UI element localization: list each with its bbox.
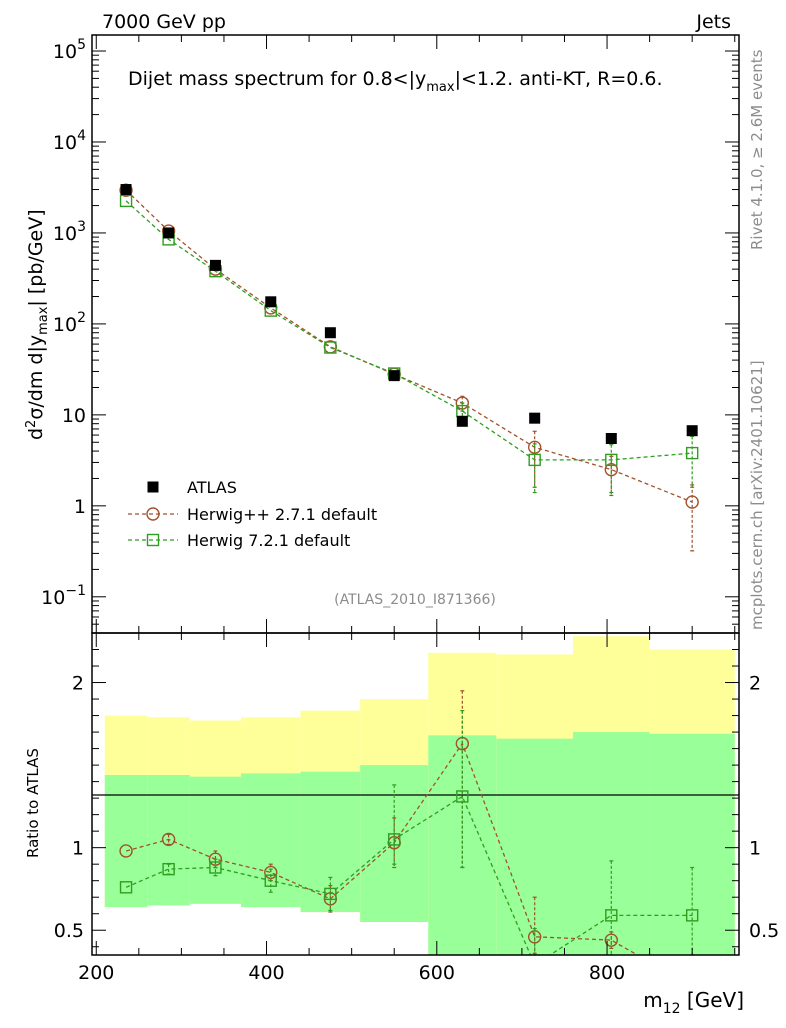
data-point: [388, 370, 400, 382]
data-point: [685, 446, 699, 460]
x-tick-label: 200: [78, 962, 114, 984]
ratio-y-tick-label-left: 1: [72, 838, 84, 860]
y-tick-label: 10−1: [41, 583, 86, 609]
legend-label: Herwig++ 2.7.1 default: [187, 505, 377, 524]
data-point: [120, 184, 132, 196]
data-point: [686, 425, 698, 437]
ratio-y-tick-label-right: 1: [749, 838, 761, 860]
rivet-label: Rivet 4.1.0, ≥ 2.6M events: [748, 49, 766, 250]
x-tick-label: 400: [248, 962, 284, 984]
ratio-point: [119, 881, 133, 894]
y-tick-label: 10: [62, 405, 86, 427]
legend-marker: [146, 507, 160, 521]
ratio-panel: 0.5 0.5 1 1 2 2 200 400 600 800 Ratio to ATLAS m1…: [24, 632, 779, 1017]
ratio-point: [119, 844, 133, 858]
ratio-point: [685, 909, 699, 922]
mcplots-label: mcplots.cern.ch [arXiv:2401.10621]: [748, 360, 766, 630]
data-point: [163, 227, 175, 239]
series-line: [125, 189, 693, 503]
main-y-axis-label: d2σ/dm d|ymax| [pb/GeV]: [24, 209, 51, 440]
x-axis-label: m12 [GeV]: [643, 988, 744, 1017]
data-point: [265, 296, 277, 308]
data-point: [324, 327, 336, 339]
ratio-point: [264, 865, 278, 880]
data-point: [324, 341, 337, 354]
ratio-y-tick-label-left: 0.5: [54, 920, 84, 942]
data-point: [209, 259, 221, 271]
band-inner: [189, 776, 241, 904]
series-atlas: [120, 184, 698, 444]
data-point: [605, 432, 617, 444]
legend-label: Herwig 7.2.1 default: [187, 531, 350, 550]
ratio-y-tick-label-right: 0.5: [749, 920, 779, 942]
ratio-point: [456, 790, 469, 803]
ratio-y-tick-label-right: 2: [749, 673, 761, 695]
ratio-bands: [104, 636, 735, 955]
data-point: [605, 453, 618, 467]
x-tick-label: 600: [419, 962, 455, 984]
data-point: [529, 412, 541, 424]
data-point: [456, 415, 468, 427]
ratio-point: [161, 832, 176, 847]
y-tick-label: 103: [53, 219, 86, 245]
ratio-point: [388, 833, 401, 846]
x-tick-label: 800: [589, 962, 625, 984]
ratio-series-herwig7: [119, 710, 699, 956]
analysis-id: (ATLAS_2010_I871366): [334, 592, 496, 608]
series-herwig7: [119, 194, 699, 494]
y-tick-label: 1: [74, 496, 86, 518]
ratio-series-layer: [119, 690, 699, 956]
ratio-line: [125, 742, 639, 955]
legend-marker: [146, 533, 160, 547]
legend-entry: ATLAS: [147, 478, 237, 497]
band-inner: [649, 733, 735, 955]
ratio-point: [162, 862, 175, 876]
ratio-y-axis-label: Ratio to ATLAS: [24, 748, 42, 858]
ratio-point: [209, 861, 222, 874]
header-left: 7000 GeV pp: [102, 11, 226, 33]
ratio-ticks: 0.5 0.5 1 1 2 2 200 400 600 800: [54, 633, 779, 984]
main-series-layer: [119, 183, 699, 552]
y-tick-label: 105: [53, 37, 86, 63]
ratio-point: [324, 887, 337, 901]
y-tick-label: 102: [53, 310, 86, 336]
legend: ATLAS Herwig++ 2.7.1 default Herwig 7.2.1 …: [128, 478, 377, 550]
legend-entry: Herwig 7.2.1 default: [128, 531, 350, 550]
ratio-point: [264, 874, 277, 887]
ratio-y-tick-label-left: 2: [72, 673, 84, 695]
legend-marker: [147, 481, 159, 493]
data-point: [119, 194, 133, 208]
data-point: [527, 440, 542, 455]
legend-label: ATLAS: [187, 478, 237, 497]
data-point: [685, 495, 699, 509]
plot-title: Dijet mass spectrum for 0.8<|ymax|<1.2. …: [128, 68, 663, 95]
ratio-frame: [91, 632, 740, 956]
ratio-point: [605, 909, 618, 922]
ratio-line: [125, 795, 693, 955]
band-inner: [104, 775, 148, 908]
y-tick-label: 104: [53, 128, 86, 154]
header-right: Jets: [695, 11, 731, 33]
data-point: [528, 453, 541, 467]
series-line: [125, 200, 693, 461]
legend-entry: Herwig++ 2.7.1 default: [128, 505, 377, 524]
